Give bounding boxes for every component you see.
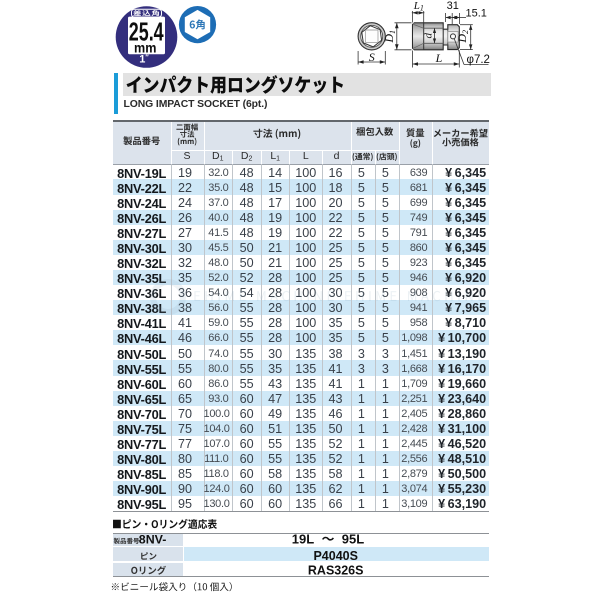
svg-text:15.1: 15.1 <box>466 7 487 19</box>
svg-text:8NV-: 8NV- <box>139 533 167 547</box>
svg-text:25.4: 25.4 <box>129 17 164 46</box>
svg-text:19L: 19L <box>292 532 314 547</box>
svg-text:P4040S: P4040S <box>313 549 357 563</box>
svg-text:L1: L1 <box>413 0 424 13</box>
svg-text:S: S <box>369 50 375 64</box>
svg-text:1″: 1″ <box>139 54 149 66</box>
svg-text:mm: mm <box>134 40 156 55</box>
svg-text:φ7.2: φ7.2 <box>467 54 490 66</box>
svg-text:95L: 95L <box>342 532 364 547</box>
svg-text:L: L <box>435 51 443 65</box>
svg-text:RAS326S: RAS326S <box>308 564 364 578</box>
svg-text:31: 31 <box>447 0 459 12</box>
svg-text:d: d <box>423 33 435 39</box>
